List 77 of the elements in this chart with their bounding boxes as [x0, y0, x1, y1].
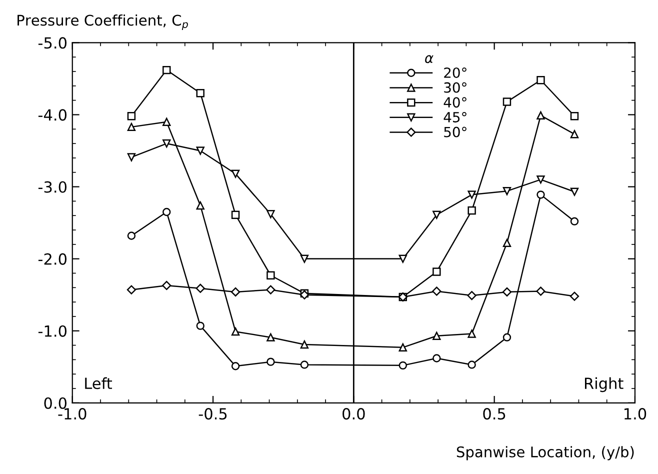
point: [432, 354, 441, 362]
x-tick-label: -1.0: [58, 408, 86, 420]
point: [127, 112, 136, 120]
point: [502, 238, 512, 248]
point: [432, 268, 441, 276]
x-tick-label: 0.0: [342, 408, 365, 420]
point: [536, 111, 545, 120]
point: [570, 188, 579, 196]
legend-label: 50°: [444, 126, 466, 138]
point: [231, 362, 240, 370]
point: [502, 333, 512, 342]
x-axis-title: Spanwise Location, (y/b): [456, 446, 634, 460]
point: [230, 287, 240, 296]
y-axis-title: Pressure Coefficient, C$_{p}$: [18, 14, 188, 30]
point: [467, 290, 476, 300]
point: [502, 287, 512, 296]
x-tick-label: -0.5: [198, 408, 227, 420]
point: [162, 139, 171, 148]
point: [126, 285, 136, 294]
x-tick-label: 1.0: [624, 408, 646, 420]
annotation: Left: [85, 377, 112, 390]
point: [536, 175, 545, 184]
point: [398, 343, 407, 352]
point: [266, 333, 275, 342]
y-tick-label: -4.0: [38, 109, 67, 121]
point: [196, 201, 204, 210]
point: [231, 327, 240, 336]
point: [432, 286, 442, 296]
point: [300, 254, 309, 263]
point: [468, 206, 476, 215]
point: [432, 210, 441, 219]
point: [266, 271, 275, 280]
point: [162, 66, 171, 74]
y-tick-label: -2.0: [38, 253, 67, 265]
y-tick-label: 0.0: [44, 397, 67, 409]
point: [570, 130, 579, 138]
point: [162, 208, 171, 216]
point: [196, 146, 204, 155]
point: [536, 286, 546, 296]
point: [570, 112, 579, 120]
point: [162, 280, 172, 290]
point: [196, 322, 204, 330]
legend-label: 45°: [444, 112, 466, 122]
point: [468, 330, 476, 338]
point: [127, 122, 136, 132]
point: [300, 360, 309, 369]
legend-label: 40°: [444, 97, 466, 108]
point: [300, 340, 309, 349]
point: [536, 190, 545, 199]
legend-label: 30°: [444, 82, 466, 93]
point: [502, 98, 512, 106]
legend-title: α: [425, 55, 434, 64]
point: [536, 76, 545, 84]
point: [196, 88, 204, 98]
point: [570, 217, 579, 226]
point: [432, 332, 441, 340]
point: [127, 153, 136, 162]
point: [266, 358, 275, 366]
point: [570, 292, 580, 301]
x-tick-label: 0.5: [483, 408, 506, 420]
point: [231, 210, 240, 219]
y-tick-label: -3.0: [38, 181, 67, 193]
point: [502, 186, 512, 196]
point: [266, 285, 276, 294]
point: [468, 190, 476, 199]
point: [468, 360, 476, 369]
point: [196, 284, 205, 293]
point: [398, 361, 407, 370]
point: [162, 118, 171, 126]
point: [266, 210, 275, 218]
point: [231, 170, 240, 178]
point: [398, 254, 407, 263]
legend-label: 20°: [444, 67, 466, 78]
annotation: Right: [584, 377, 624, 392]
point: [127, 232, 136, 240]
y-tick-label: -1.0: [38, 325, 67, 337]
y-tick-label: -5.0: [38, 37, 67, 49]
